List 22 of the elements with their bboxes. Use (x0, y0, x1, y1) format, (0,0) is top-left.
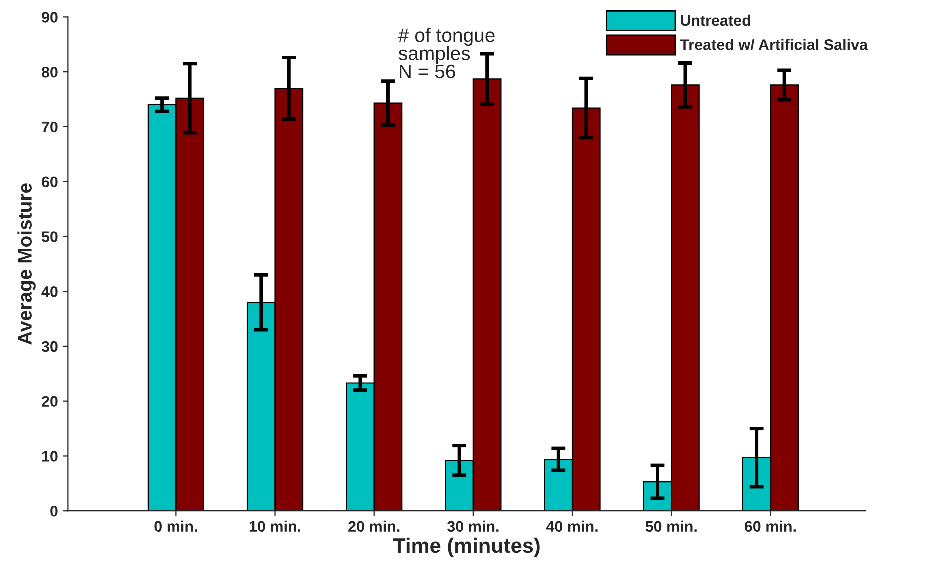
legend-label: Untreated (681, 14, 750, 26)
x-axis-title: Time (minutes) (393, 538, 540, 558)
y-tick-label: 0 (50, 506, 58, 517)
x-tick-label: 0 min. (154, 520, 198, 532)
y-tick-label: 60 (42, 176, 58, 188)
annotation: # of tongue samples N = 56 (398, 28, 495, 79)
y-tick-label: 70 (42, 122, 58, 133)
legend-label: Treated w/ Artificial Saliva (680, 39, 868, 51)
y-tick-label: 10 (42, 451, 58, 462)
y-tick-label: 40 (42, 286, 58, 298)
x-tick-label: 50 min. (646, 520, 697, 532)
x-tick-label: 60 min. (744, 520, 796, 532)
y-tick-label: 90 (42, 12, 58, 23)
y-tick-label: 50 (42, 232, 58, 242)
y-tick-label: 20 (42, 396, 58, 408)
x-tick-label: 40 min. (546, 520, 598, 532)
y-axis-title: Average Moisture (18, 184, 36, 345)
y-tick-label: 30 (42, 341, 58, 352)
x-tick-label: 20 min. (348, 520, 400, 532)
x-tick-label: 10 min. (250, 520, 301, 532)
x-tick-label: 30 min. (447, 520, 499, 532)
y-tick-label: 80 (42, 66, 58, 78)
